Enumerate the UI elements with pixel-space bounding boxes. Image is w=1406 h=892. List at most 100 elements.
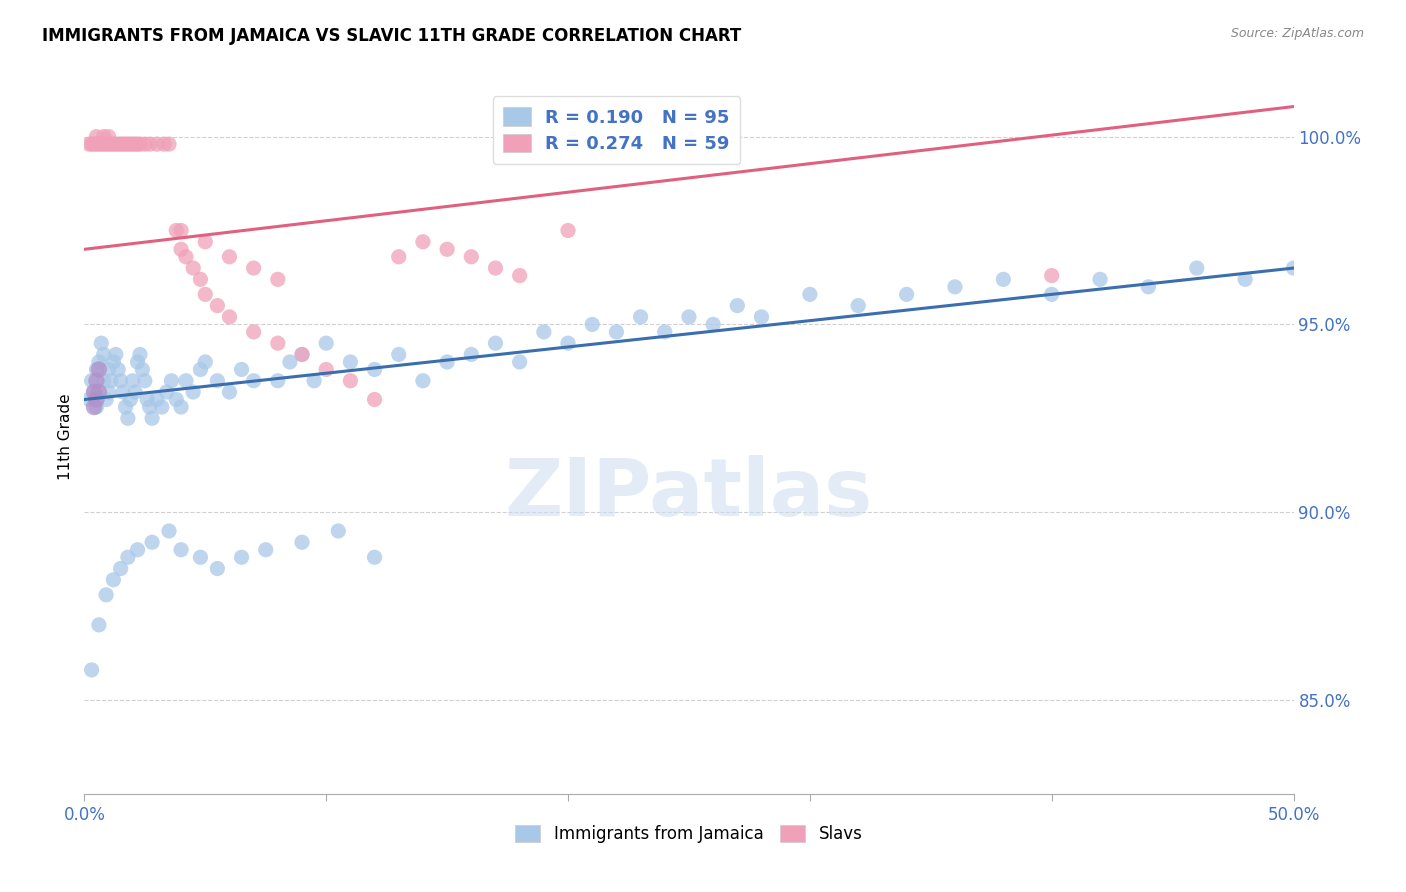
Point [242,261,264,276]
Point [291,347,314,361]
Point [134,137,156,152]
Point [87,362,110,376]
Point [87,384,110,399]
Point [557,336,579,351]
Point [388,250,411,264]
Point [110,137,132,152]
Point [581,318,603,332]
Point [83,137,105,152]
Point [103,355,125,369]
Point [194,287,217,301]
Point [654,325,676,339]
Point [103,137,125,152]
Point [93,137,115,152]
Point [291,535,314,549]
Point [104,347,127,361]
Point [77,137,100,152]
Point [150,400,173,414]
Point [138,400,160,414]
Point [725,299,748,313]
Point [231,362,253,376]
Point [218,310,240,324]
Point [460,347,482,361]
Point [1234,272,1257,286]
Point [136,392,159,407]
Point [107,137,129,152]
Point [93,129,115,144]
Point [127,137,149,152]
Text: ZIPatlas: ZIPatlas [505,455,873,533]
Point [87,355,110,369]
Point [165,392,187,407]
Point [120,137,142,152]
Point [846,299,869,313]
Point [436,242,458,256]
Point [509,268,531,283]
Point [165,223,187,237]
Point [278,355,301,369]
Point [100,137,122,152]
Point [80,137,103,152]
Point [94,137,117,152]
Point [751,310,773,324]
Point [993,272,1015,286]
Point [339,355,361,369]
Point [1282,261,1305,276]
Point [363,392,385,407]
Point [170,223,193,237]
Point [120,392,142,407]
Point [267,336,290,351]
Point [112,137,135,152]
Point [110,561,132,575]
Point [302,374,325,388]
Point [328,524,350,538]
Point [83,400,105,414]
Point [254,542,277,557]
Point [412,374,434,388]
Point [129,347,152,361]
Point [87,137,110,152]
Point [97,384,120,399]
Point [107,362,129,376]
Point [127,355,149,369]
Point [86,362,108,376]
Point [93,374,115,388]
Point [267,272,290,286]
Point [194,235,217,249]
Point [242,374,264,388]
Point [896,287,918,301]
Point [509,355,531,369]
Point [190,550,212,565]
Point [121,137,143,152]
Point [146,137,169,152]
Point [174,374,197,388]
Point [104,137,127,152]
Point [943,280,966,294]
Point [436,355,458,369]
Point [1040,287,1063,301]
Point [124,384,146,399]
Point [87,618,110,632]
Point [1137,280,1160,294]
Point [121,374,143,388]
Text: IMMIGRANTS FROM JAMAICA VS SLAVIC 11TH GRADE CORRELATION CHART: IMMIGRANTS FROM JAMAICA VS SLAVIC 11TH G… [42,27,741,45]
Point [190,362,212,376]
Point [90,336,112,351]
Point [207,561,229,575]
Point [112,384,135,399]
Point [86,129,108,144]
Point [110,374,132,388]
Point [86,392,108,407]
Point [129,137,152,152]
Point [799,287,821,301]
Point [557,223,579,237]
Point [412,235,434,249]
Point [80,663,103,677]
Point [170,242,193,256]
Point [83,384,105,399]
Point [181,261,204,276]
Point [83,384,105,399]
Point [181,384,204,399]
Point [363,362,385,376]
Point [114,400,136,414]
